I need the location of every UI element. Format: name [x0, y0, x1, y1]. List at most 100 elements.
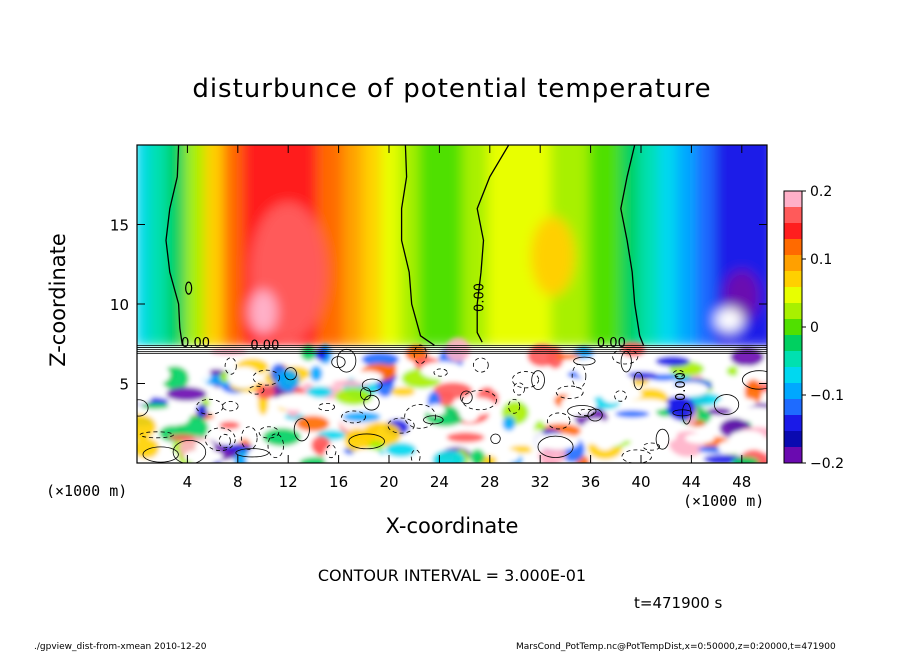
neutral-patch	[274, 393, 318, 411]
eddy	[361, 352, 400, 367]
field-band	[620, 145, 643, 347]
turbulent-contour	[672, 369, 685, 378]
eddy	[219, 421, 240, 430]
turbulent-contour	[571, 363, 587, 389]
turbulent-contour	[511, 371, 540, 389]
turbulent-contour	[490, 433, 501, 444]
eddy	[311, 435, 331, 455]
neutral-patch	[206, 401, 250, 417]
x-unit-label-right: (×1000 m)	[683, 492, 765, 510]
x-tick-label: 48	[732, 473, 751, 491]
x-tick-label: 4	[183, 473, 193, 491]
contour-lines: 0.00 0.00 0.00 0.00 0.00	[137, 145, 767, 463]
eddy	[687, 393, 722, 407]
turbulent-contour	[423, 415, 444, 425]
x-tick-label: 20	[379, 473, 398, 491]
eddy	[137, 437, 160, 459]
colorbar-tick-label: 0.2	[810, 184, 832, 200]
turbulent-contour	[195, 398, 224, 415]
colorbar-swatch	[784, 191, 802, 208]
field-band	[204, 145, 228, 347]
colorbar-tick-label: −0.1	[810, 388, 844, 404]
field-band	[147, 145, 171, 347]
eddy	[615, 410, 650, 418]
turbulent-contour	[284, 367, 297, 381]
eddy	[445, 337, 471, 363]
colorbar-swatch	[784, 255, 802, 272]
turbulent-contour	[224, 357, 237, 375]
chart-title: disturbunce of potential temperature	[192, 74, 712, 104]
lower-layer	[137, 337, 767, 463]
turbulent-contour	[252, 369, 281, 386]
y-axis-label: Z-coordinate	[46, 233, 70, 367]
neutral-patch	[427, 404, 446, 416]
neutral-patch	[736, 406, 767, 423]
colorbar-swatch	[784, 303, 802, 320]
colorbar-swatch	[784, 367, 802, 384]
neutral-patch	[227, 366, 260, 389]
eddy	[314, 348, 328, 361]
eddy	[744, 379, 763, 405]
eddy	[432, 449, 465, 463]
turbulent-contour	[633, 371, 644, 391]
turbulent-contour	[293, 418, 310, 442]
turbulent-contour	[331, 356, 346, 369]
upper-layer	[137, 145, 767, 347]
x-tick-label: 24	[430, 473, 449, 491]
turbulent-contour	[218, 433, 231, 449]
eddy	[469, 449, 485, 463]
footer-file-label: MarsCond_PotTemp.nc@PotTempDist,x=0:5000…	[516, 642, 836, 652]
colorbar-swatch	[784, 271, 802, 288]
neutral-patch	[420, 361, 465, 380]
field-band	[317, 145, 347, 347]
turbulent-contour	[508, 398, 521, 414]
neutral-patch	[684, 433, 715, 444]
neutral-patch	[660, 426, 678, 442]
neutral-patch	[184, 449, 223, 463]
field-band	[418, 145, 467, 347]
eddy	[731, 456, 760, 463]
contour-value-label: 0.00	[181, 336, 210, 351]
eddy	[446, 432, 485, 443]
x-tick-label: 40	[631, 473, 650, 491]
turbulent-contour	[473, 357, 489, 373]
x-tick-label: 36	[581, 473, 600, 491]
zero-contour	[400, 145, 435, 346]
turbulent-contour	[741, 370, 767, 390]
field-band	[361, 145, 385, 347]
x-tick-label: 8	[233, 473, 243, 491]
turbulent-contour	[672, 409, 693, 417]
neutral-patch	[711, 374, 740, 394]
y-tick-label: 5	[119, 376, 129, 394]
neutral-patch	[560, 394, 597, 417]
neutral-patch	[625, 399, 669, 411]
y-tick-label: 10	[110, 296, 129, 314]
eddy	[187, 362, 211, 386]
eddy	[726, 366, 740, 377]
turbulent-contour	[258, 426, 280, 439]
contour-field	[137, 145, 767, 463]
secondary-core	[530, 216, 575, 297]
zero-contour	[476, 145, 510, 343]
turbulent-contour	[578, 408, 595, 416]
turbulent-contour	[387, 417, 415, 434]
neutral-patch	[707, 353, 726, 375]
turbulent-contour	[341, 410, 366, 424]
field-band	[399, 145, 423, 347]
colorbar-swatch	[784, 287, 802, 304]
neutral-patch	[352, 371, 383, 384]
eddy	[730, 347, 765, 367]
x-axis: 4 8 12 16 20 24 28 32 36 40 44 48	[183, 145, 751, 491]
field-band	[639, 145, 662, 347]
turbulent-contour	[172, 439, 207, 463]
colorbar-tick-label: 0	[810, 320, 819, 336]
colorbar-tick-label: −0.2	[810, 456, 844, 472]
turbulent-contour	[537, 435, 574, 458]
neutral-patch	[614, 374, 635, 391]
turbulent-contour	[513, 382, 525, 396]
x-tick-label: 28	[480, 473, 499, 491]
contour-interval-label: CONTOUR INTERVAL = 3.000E-01	[317, 566, 587, 585]
turbulent-contour	[547, 412, 571, 430]
